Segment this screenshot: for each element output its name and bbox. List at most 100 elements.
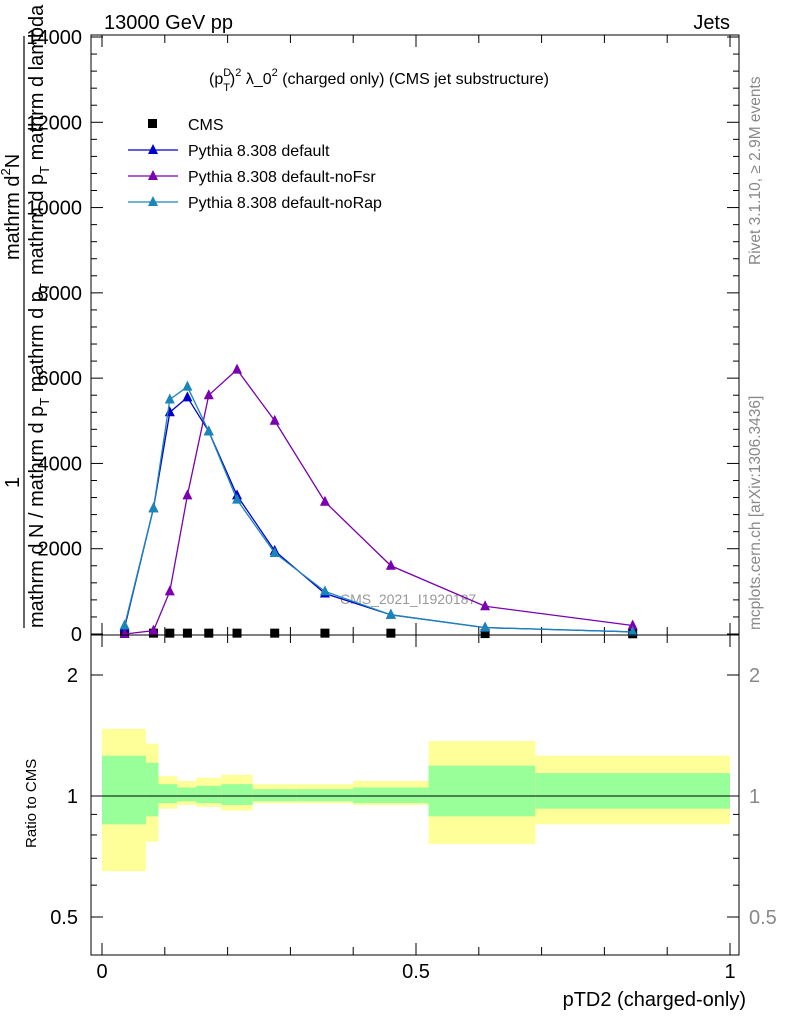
- ylabel-num2: mathrm d2N: [0, 154, 24, 260]
- data-point: [164, 585, 175, 596]
- legend: CMS Pythia 8.308 default Pythia 8.308 de…: [128, 117, 382, 212]
- data-point: [232, 493, 243, 504]
- y-tick-label: 2000: [38, 539, 83, 561]
- y-tick-label: 8000: [38, 283, 83, 305]
- ratio-y-tick-label-right: 0.5: [749, 907, 777, 929]
- legend-title-sup-d: D: [223, 67, 231, 79]
- y-tick-label: 6000: [38, 368, 83, 390]
- ratio-band-inner: [353, 787, 429, 804]
- ratio-band-inner: [221, 784, 253, 805]
- legend-title-close: ): [230, 71, 235, 88]
- ratio-band-inner: [428, 765, 536, 817]
- data-point: [232, 363, 243, 374]
- data-point: [148, 502, 159, 513]
- legend-title-mid: λ_0: [241, 71, 271, 88]
- data-point: [119, 619, 130, 630]
- ratio-band-inner: [296, 789, 354, 802]
- ratio-band-inner: [252, 789, 297, 802]
- y-tick-label: 12000: [26, 112, 82, 134]
- legend-marker-default: [148, 144, 158, 154]
- data-point: [182, 628, 192, 638]
- data-point: [319, 495, 330, 506]
- x-tick-label: 1: [724, 961, 735, 983]
- mcplots-label: mcplots.cern.ch [arXiv:1306.3436]: [747, 396, 764, 630]
- ratio-frame: [90, 634, 740, 956]
- ratio-band-inner: [535, 773, 730, 809]
- y-tick-label: 14000: [26, 27, 82, 49]
- rivet-label: Rivet 3.1.10, ≥ 2.9M events: [747, 76, 764, 265]
- ratio-panel: 0.5 0.5 1 1 2 2 0 0.5 1 Ratio to CMS pTD2 (char…: [23, 634, 777, 1011]
- ratio-x-axis: 0 0.5 1: [96, 635, 736, 983]
- main-y-axis: 0 2000 4000 6000 8000 10000 12000 14000: [26, 27, 739, 646]
- data-point: [182, 489, 193, 500]
- main-y-axis-label: 1 mathrm d2N mathrm d pT mathrm d lambda…: [0, 4, 52, 628]
- data-point: [204, 628, 214, 638]
- ratio-y-tick-label: 1: [67, 786, 78, 808]
- legend-label-nofsr: Pythia 8.308 default-noFsr: [188, 169, 376, 186]
- ylabel-num-one: 1: [2, 477, 24, 488]
- data-point: [269, 414, 280, 425]
- ratio-band-inner: [145, 762, 159, 817]
- data-point: [269, 546, 280, 557]
- legend-title-sub-t: T: [223, 82, 230, 94]
- legend-title-rest: (charged only) (CMS jet substructure): [278, 71, 549, 88]
- energy-label: 13000 GeV pp: [104, 12, 233, 34]
- x-tick-label: 0: [96, 961, 107, 983]
- x-axis-label: pTD2 (charged-only): [563, 989, 746, 1011]
- data-point: [385, 608, 396, 619]
- ratio-y-tick-label: 2: [67, 665, 78, 687]
- data-point: [164, 393, 175, 404]
- legend-title-sup-2a: 2: [235, 67, 241, 79]
- ratio-band-inner: [177, 787, 197, 802]
- data-point: [627, 619, 638, 630]
- y-tick-label: 4000: [38, 453, 83, 475]
- legend-label-default: Pythia 8.308 default: [188, 143, 330, 160]
- ylabel-den: mathrm d N / mathrm d pT mathrm d pT: [26, 283, 52, 628]
- ratio-band-inner: [196, 785, 222, 804]
- data-point: [480, 629, 490, 639]
- legend-marker-nofsr: [148, 170, 158, 180]
- data-point: [480, 600, 491, 611]
- data-point: [148, 624, 159, 635]
- ratio-y-tick-label-right: 1: [749, 786, 760, 808]
- legend-title-sup-2b: 2: [272, 67, 278, 79]
- ratio-y-axis: 0.5 0.5 1 1 2 2: [50, 665, 777, 929]
- data-point: [164, 406, 175, 417]
- data-point: [627, 625, 638, 636]
- ratio-band-inner: [158, 784, 178, 804]
- watermark: CMS_2021_I1920187: [340, 591, 476, 607]
- x-tick-label: 0.5: [402, 961, 430, 983]
- y-tick-label: 10000: [26, 198, 82, 220]
- legend-marker-norap: [148, 196, 158, 206]
- legend-title: (pD T)2 λ_02 (charged only) (CMS jet subs…: [209, 67, 549, 94]
- ratio-bands: [102, 728, 730, 872]
- legend-marker-cms: [148, 119, 157, 128]
- main-x-axis: [101, 35, 731, 635]
- data-point: [320, 628, 330, 638]
- ratio-y-axis-label: Ratio to CMS: [23, 759, 40, 848]
- ylabel-den2: mathrm d pT mathrm d lambda: [26, 4, 52, 275]
- data-point: [203, 389, 214, 400]
- data-point: [385, 559, 396, 570]
- series-group: [119, 363, 638, 639]
- data-point: [165, 628, 175, 638]
- data-point: [319, 585, 330, 596]
- legend-label-norap: Pythia 8.308 default-noRap: [188, 195, 382, 212]
- data-point: [270, 628, 280, 638]
- legend-title-p: (p: [209, 71, 223, 88]
- data-point: [182, 391, 193, 402]
- series-noRap: [119, 380, 638, 636]
- main-panel: 0 2000 4000 6000 8000 10000 12000 14000 CMS_202…: [26, 27, 740, 646]
- process-label: Jets: [693, 12, 730, 34]
- data-point: [480, 621, 491, 632]
- ratio-y-tick-label-right: 2: [749, 665, 760, 687]
- data-point: [182, 380, 193, 391]
- y-tick-label: 0: [71, 624, 82, 646]
- data-point: [232, 628, 242, 638]
- data-point: [203, 425, 214, 436]
- series-noFsr: [119, 363, 638, 638]
- data-point: [386, 628, 396, 638]
- legend-label-cms: CMS: [188, 117, 224, 134]
- ratio-band-inner: [102, 755, 146, 825]
